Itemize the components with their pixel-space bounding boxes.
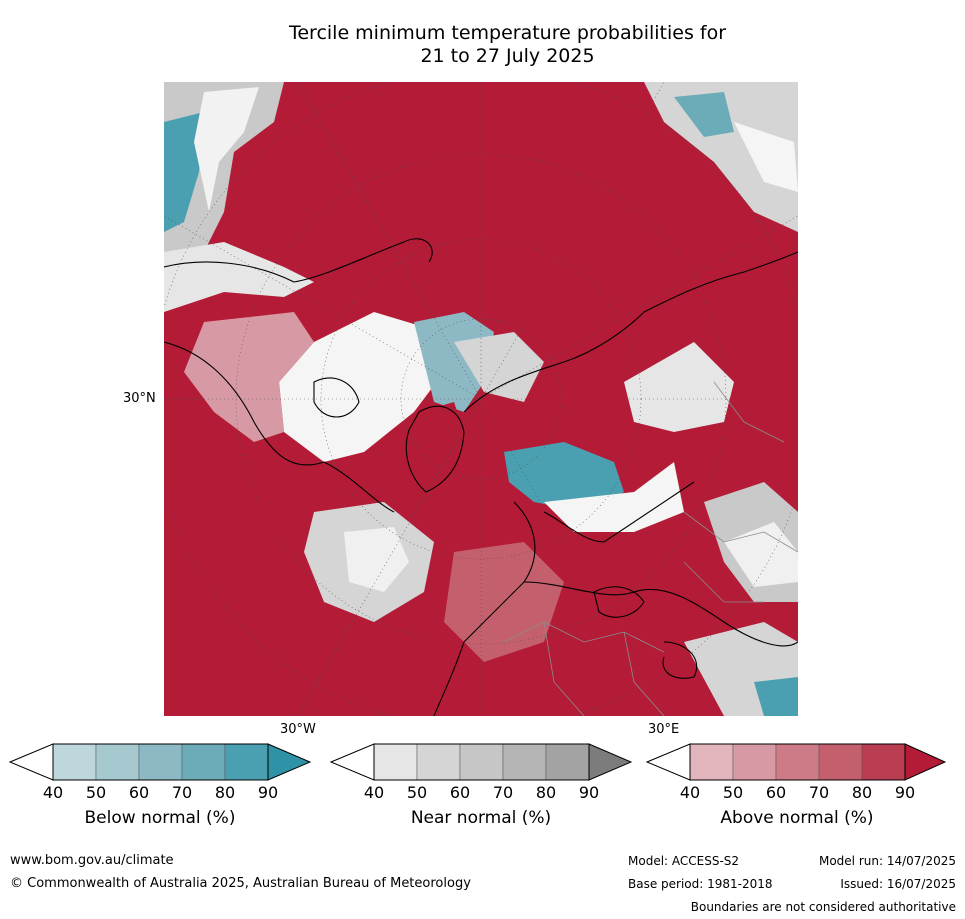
below-region-se	[754, 677, 798, 716]
near-tick-80: 80	[535, 783, 557, 802]
above-tick-80: 80	[851, 783, 873, 802]
near-tick-50: 50	[406, 783, 428, 802]
near-region-ne	[644, 82, 798, 232]
above-tick-70: 70	[808, 783, 830, 802]
light-region-east-asia	[724, 522, 798, 587]
lon-label-30w: 30°W	[280, 722, 316, 737]
footer-url: www.bom.gov.au/climate	[10, 853, 174, 868]
below-region-barents	[504, 442, 624, 512]
below-bin-70-80	[181, 743, 226, 781]
below-bin-60-70	[138, 743, 183, 781]
above-bin-80-90	[861, 743, 906, 781]
chart-title: Tercile minimum temperature probabilitie…	[160, 22, 855, 68]
colorbar-near	[329, 743, 633, 781]
below-bin-50-60	[95, 743, 140, 781]
near-bin-50-60	[416, 743, 461, 781]
near-region-canada	[279, 312, 444, 462]
near-bin-70-80	[502, 743, 547, 781]
above-normal-label: Above normal (%)	[720, 808, 874, 828]
footer-model-run: Model run: 14/07/2025	[818, 854, 956, 868]
above-tick-50: 50	[722, 783, 744, 802]
graticule	[164, 82, 798, 716]
above-bin-70-80	[818, 743, 863, 781]
below-region-ne	[674, 92, 734, 137]
below-frame	[52, 743, 269, 781]
above-arrow-right	[904, 743, 947, 781]
below-tick-80: 80	[214, 783, 236, 802]
above-bin-50-60	[732, 743, 777, 781]
light-region-ne	[734, 122, 798, 192]
colorbar-below	[8, 743, 312, 781]
near-tick-40: 40	[363, 783, 385, 802]
title-line-2: 21 to 27 July 2025	[420, 45, 595, 67]
coastlines	[164, 238, 798, 716]
near-tick-60: 60	[449, 783, 471, 802]
near-normal-label: Near normal (%)	[410, 808, 552, 828]
colorbar-below-svg	[8, 743, 312, 781]
below-region-arctic	[414, 312, 494, 412]
below-arrow-left	[8, 743, 54, 781]
above-greenland	[404, 402, 464, 492]
above-tick-90: 90	[894, 783, 916, 802]
below-tick-60: 60	[128, 783, 150, 802]
colorbar-above	[645, 743, 947, 781]
below-bin-80-90	[224, 743, 269, 781]
above-tick-40: 40	[679, 783, 701, 802]
near-bin-80-90	[545, 743, 590, 781]
below-tick-90: 90	[257, 783, 279, 802]
below-tick-50: 50	[85, 783, 107, 802]
near-bin-60-70	[459, 743, 504, 781]
below-tick-40: 40	[42, 783, 64, 802]
above-light-canada	[184, 312, 314, 442]
above-bin-60-70	[775, 743, 820, 781]
light-region-atlantic	[344, 527, 409, 592]
below-tick-70: 70	[171, 783, 193, 802]
above-tick-60: 60	[765, 783, 787, 802]
colorbar-near-svg	[329, 743, 633, 781]
probability-map	[164, 82, 798, 716]
map-svg	[164, 82, 798, 716]
near-frame	[373, 743, 590, 781]
above-frame	[689, 743, 906, 781]
footer-copyright: © Commonwealth of Australia 2025, Austra…	[10, 876, 471, 891]
near-tick-90: 90	[578, 783, 600, 802]
title-line-1: Tercile minimum temperature probabilitie…	[288, 22, 727, 44]
footer-disclaimer: Boundaries are not considered authoritat…	[690, 900, 956, 914]
light-region-nw	[194, 87, 259, 212]
near-arrow-right	[588, 743, 633, 781]
light-region-barents	[544, 462, 684, 532]
near-bin-40-50	[373, 743, 418, 781]
footer-base-period: Base period: 1981-2018	[628, 877, 773, 891]
below-arrow-right	[267, 743, 312, 781]
near-region-siberia	[624, 342, 734, 432]
footer-issued: Issued: 16/07/2025	[840, 877, 956, 891]
footer-model: Model: ACCESS-S2	[628, 854, 740, 868]
near-region-pole	[454, 332, 544, 402]
above-arrow-left	[645, 743, 691, 781]
lat-label-30n: 30°N	[123, 391, 156, 406]
below-normal-label: Below normal (%)	[84, 808, 236, 828]
lon-label-30e: 30°E	[648, 722, 680, 737]
colorbar-above-svg	[645, 743, 947, 781]
near-region-alaska	[164, 242, 314, 312]
country-borders	[503, 381, 798, 716]
near-tick-70: 70	[492, 783, 514, 802]
below-bin-40-50	[52, 743, 97, 781]
above-bin-40-50	[689, 743, 734, 781]
near-arrow-left	[329, 743, 375, 781]
